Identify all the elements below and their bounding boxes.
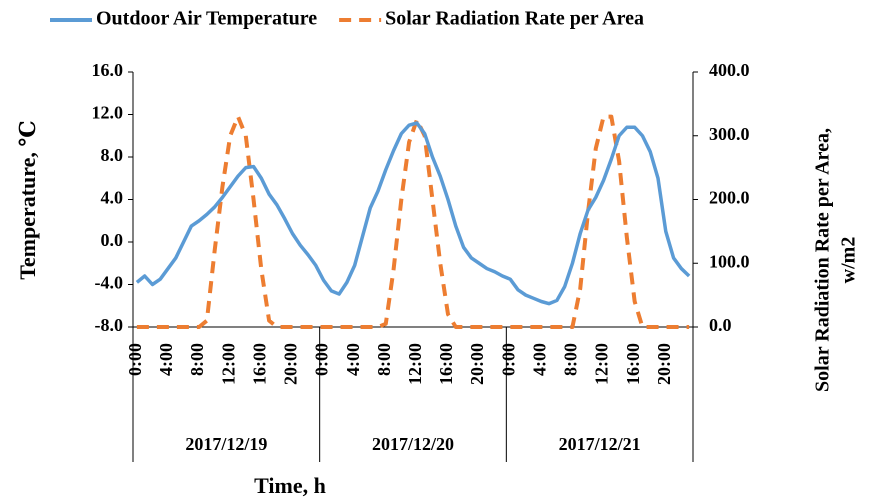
x-tick-label: 0:00 [125,343,145,376]
series-line [136,114,690,329]
x-tick-label: 20:00 [654,343,674,385]
x-tick-label: 20:00 [281,343,301,385]
x-tick-label: 8:00 [561,343,581,376]
x-tick-label: 12:00 [405,343,425,385]
group-label: 2017/12/19 [185,434,267,454]
y-axis-title: Temperature, ℃ [15,120,40,280]
y-tick-label: 8.0 [101,145,124,165]
group-label: 2017/12/21 [559,434,641,454]
y2-tick-label: 200.0 [709,188,750,208]
y-tick-label: 0.0 [101,230,124,250]
y-tick-label: 12.0 [92,103,124,123]
x-tick-label: 4:00 [529,343,549,376]
x-tick-label: 20:00 [467,343,487,385]
x-tick-label: 12:00 [592,343,612,385]
y2-axis-title: Solar Radiation Rate per Area, [812,128,834,392]
x-tick-label: 4:00 [343,343,363,376]
x-tick-label: 16:00 [249,343,269,385]
legend-label: Outdoor Air Temperature [96,8,317,30]
series-line [135,121,691,306]
y-tick-label: 16.0 [92,60,124,80]
y-tick-label: 4.0 [101,188,124,208]
y2-tick-label: 400.0 [709,60,750,80]
x-tick-label: 0:00 [312,343,332,376]
x-tick-label: 4:00 [156,343,176,376]
y2-tick-label: 100.0 [709,251,750,271]
y2-axis-title: w/m2 [838,237,860,284]
x-tick-label: 12:00 [218,343,238,385]
x-tick-label: 0:00 [498,343,518,376]
group-label: 2017/12/20 [372,434,454,454]
x-tick-label: 8:00 [374,343,394,376]
y2-tick-label: 0.0 [709,315,732,335]
x-tick-label: 16:00 [623,343,643,385]
x-tick-label: 8:00 [187,343,207,376]
y-tick-label: -4.0 [95,273,124,293]
x-tick-label: 16:00 [436,343,456,385]
y2-tick-label: 300.0 [709,124,750,144]
x-axis-title: Time, h [254,473,326,498]
legend-label: Solar Radiation Rate per Area [385,8,644,30]
y-tick-label: -8.0 [95,315,124,335]
